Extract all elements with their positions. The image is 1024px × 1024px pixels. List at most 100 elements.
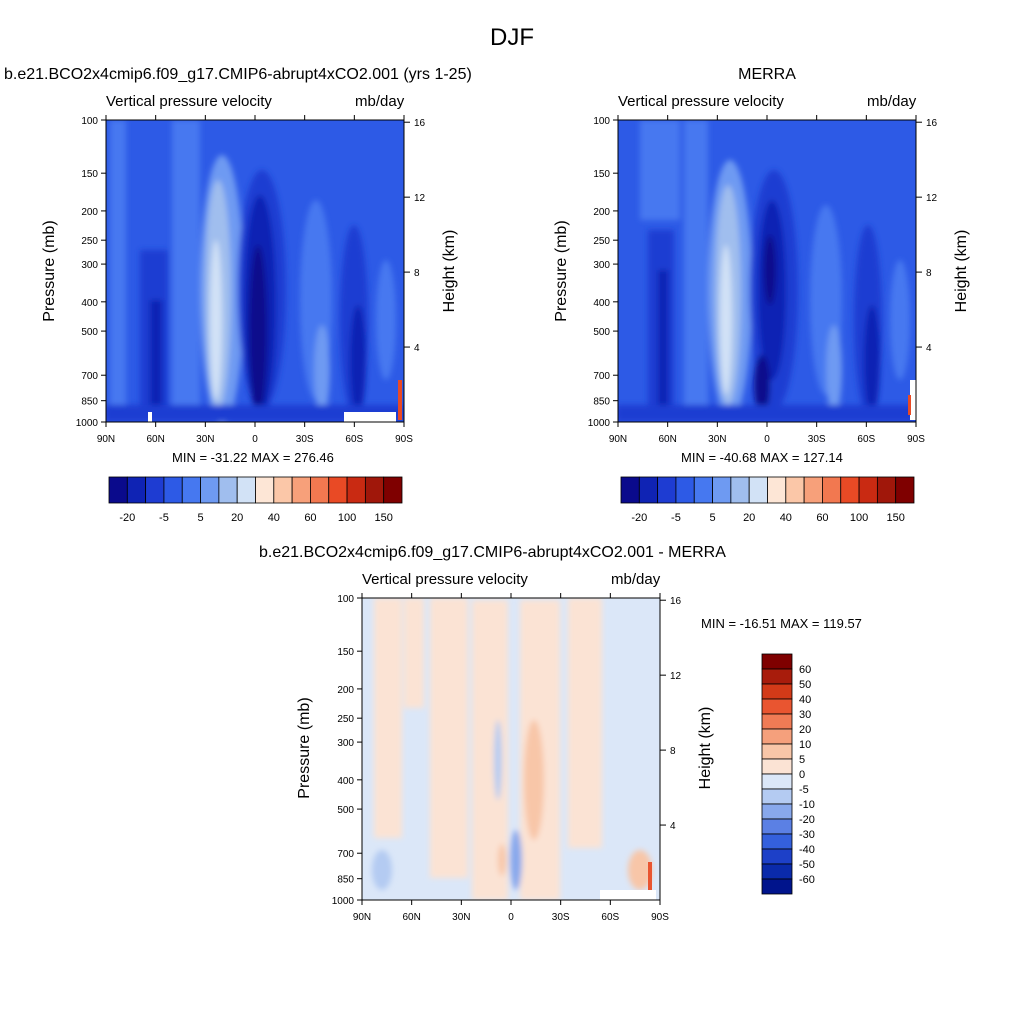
colorbar-swatch bbox=[236, 476, 256, 504]
x-tick-label: 0 bbox=[252, 434, 258, 445]
colorbar-swatch bbox=[803, 476, 823, 504]
y-tick-label: 500 bbox=[593, 327, 610, 338]
colorbar-swatch bbox=[761, 743, 793, 760]
y-tick-label: 300 bbox=[81, 260, 98, 271]
panel-1-subtitle: Vertical pressure velocity bbox=[106, 93, 272, 110]
colorbar-label: 40 bbox=[780, 512, 792, 524]
x-tick-label: 90N bbox=[353, 912, 371, 923]
panel-3-axes: 100 150 200 250 300 400 500 700 850 1000 90N 60N 30N… bbox=[332, 593, 682, 923]
x-tick-label: 90S bbox=[395, 434, 413, 445]
colorbar-label: 60 bbox=[816, 512, 828, 524]
colorbar-label: 100 bbox=[850, 512, 868, 524]
y-tick-label: 1000 bbox=[76, 418, 99, 429]
colorbar-swatch bbox=[693, 476, 713, 504]
colorbar-label: -5 bbox=[671, 512, 681, 524]
colorbar-swatch bbox=[273, 476, 293, 504]
y-tick-label: 850 bbox=[337, 875, 354, 886]
colorbar-swatch bbox=[785, 476, 805, 504]
colorbar-label: 60 bbox=[799, 664, 811, 676]
y2-tick-label: 12 bbox=[670, 671, 682, 682]
colorbar-swatch bbox=[761, 818, 793, 835]
colorbar-swatch bbox=[761, 803, 793, 820]
x-tick-label: 90S bbox=[907, 434, 925, 445]
panel-3-title: b.e21.BCO2x4cmip6.f09_g17.CMIP6-abrupt4x… bbox=[259, 544, 726, 561]
colorbar-label: -5 bbox=[159, 512, 169, 524]
x-tick-label: 60S bbox=[601, 912, 619, 923]
y2-tick-label: 4 bbox=[670, 821, 676, 832]
y-tick-label: 250 bbox=[593, 236, 610, 247]
colorbar-label: 150 bbox=[887, 512, 905, 524]
colorbar-swatch bbox=[730, 476, 750, 504]
colorbar-label: -5 bbox=[799, 784, 809, 796]
colorbar-swatch bbox=[310, 476, 330, 504]
colorbar-swatch bbox=[761, 728, 793, 745]
colorbar-swatch bbox=[291, 476, 311, 504]
x-tick-label: 60S bbox=[345, 434, 363, 445]
colorbar-swatch bbox=[218, 476, 238, 504]
colorbar-swatch bbox=[840, 476, 860, 504]
x-tick-label: 60N bbox=[658, 434, 676, 445]
colorbar-swatch bbox=[895, 476, 915, 504]
y2-tick-label: 12 bbox=[926, 193, 938, 204]
colorbar-label: -10 bbox=[799, 799, 815, 811]
colorbar-label: 50 bbox=[799, 679, 811, 691]
x-tick-label: 30S bbox=[296, 434, 314, 445]
colorbar-swatch bbox=[181, 476, 201, 504]
y2-tick-label: 4 bbox=[926, 343, 932, 354]
colorbar-swatch bbox=[712, 476, 732, 504]
y-tick-label: 700 bbox=[337, 849, 354, 860]
colorbar-swatch bbox=[638, 476, 659, 504]
colorbar-swatch bbox=[383, 476, 403, 504]
x-tick-label: 90N bbox=[609, 434, 627, 445]
y2-tick-label: 8 bbox=[414, 268, 420, 279]
colorbar-label: 20 bbox=[743, 512, 755, 524]
y-tick-label: 100 bbox=[593, 116, 610, 127]
colorbar-swatch bbox=[761, 668, 793, 685]
colorbar-swatch bbox=[620, 476, 640, 504]
y-tick-label: 1000 bbox=[588, 418, 611, 429]
y-tick-label: 250 bbox=[337, 714, 354, 725]
x-tick-label: 60N bbox=[402, 912, 420, 923]
colorbar-swatch bbox=[145, 476, 165, 504]
colorbar-label: 60 bbox=[304, 512, 316, 524]
colorbar-swatch bbox=[822, 476, 842, 504]
panel-2-subtitle: Vertical pressure velocity bbox=[618, 93, 784, 110]
panel-1-field bbox=[106, 120, 404, 422]
y-tick-label: 700 bbox=[81, 371, 98, 382]
y-tick-label: 700 bbox=[593, 371, 610, 382]
colorbar-swatch bbox=[200, 476, 220, 504]
colorbar-swatch bbox=[761, 833, 793, 850]
y-tick-label: 300 bbox=[337, 738, 354, 749]
colorbar-swatch bbox=[761, 653, 793, 670]
colorbar-label: 100 bbox=[338, 512, 356, 524]
x-tick-label: 60S bbox=[857, 434, 875, 445]
y-tick-label: 500 bbox=[81, 327, 98, 338]
colorbar-swatch bbox=[761, 878, 793, 895]
colorbar-swatch bbox=[767, 476, 787, 504]
y-tick-label: 850 bbox=[593, 397, 610, 408]
colorbar-label: -30 bbox=[799, 829, 815, 841]
colorbar-label: -20 bbox=[119, 512, 135, 524]
colorbar-label: -60 bbox=[799, 874, 815, 886]
colorbar-label: 0 bbox=[799, 769, 805, 781]
colorbar-swatch bbox=[761, 848, 793, 865]
colorbar-swatch bbox=[761, 788, 793, 805]
colorbar-label: 40 bbox=[799, 694, 811, 706]
x-tick-label: 30N bbox=[452, 912, 470, 923]
colorbar-swatch bbox=[364, 476, 385, 504]
x-tick-label: 30N bbox=[196, 434, 214, 445]
colorbar-swatch bbox=[748, 476, 768, 504]
y-tick-label: 150 bbox=[337, 647, 354, 658]
panel-3-field bbox=[362, 598, 660, 900]
panel-1-axes: 100 150 200 250 300 400 500 700 850 1000 90N 60N 30N… bbox=[76, 115, 426, 445]
x-tick-label: 60N bbox=[146, 434, 164, 445]
panel-1-title: b.e21.BCO2x4cmip6.f09_g17.CMIP6-abrupt4x… bbox=[4, 66, 472, 83]
y2-tick-label: 4 bbox=[414, 343, 420, 354]
colorbar-swatch bbox=[858, 476, 878, 504]
x-tick-label: 90S bbox=[651, 912, 669, 923]
colorbar-swatch bbox=[108, 476, 128, 504]
y2-tick-label: 16 bbox=[414, 118, 426, 129]
y-tick-label: 200 bbox=[337, 685, 354, 696]
y2-tick-label: 8 bbox=[670, 746, 676, 757]
